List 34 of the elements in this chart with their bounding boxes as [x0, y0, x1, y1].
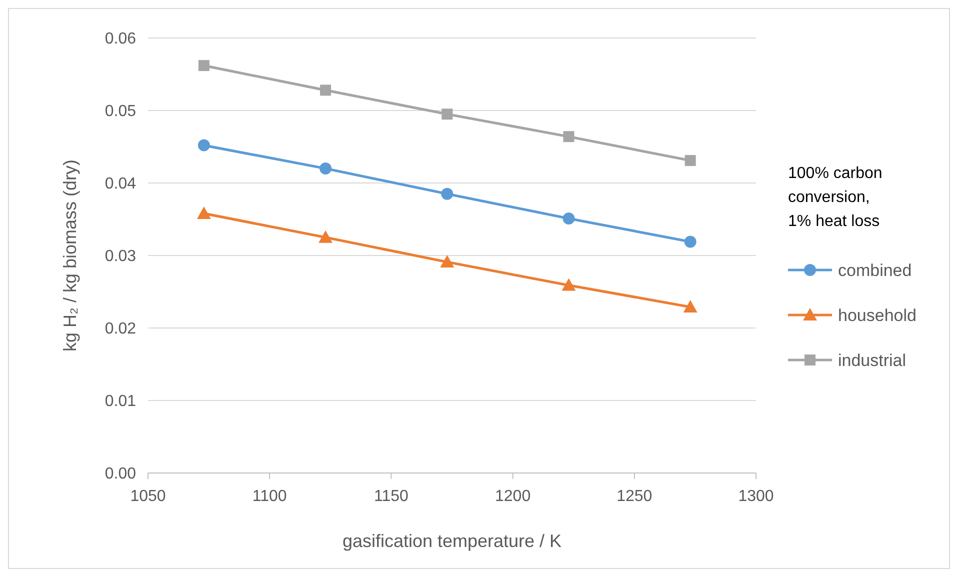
x-tick-label: 1150 [374, 488, 409, 505]
y-tick-label: 0.00 [104, 466, 136, 483]
point [196, 206, 211, 219]
y-tick-label: 0.05 [104, 103, 136, 120]
point [320, 162, 332, 174]
legend-label: industrial [838, 350, 906, 370]
point [318, 230, 333, 243]
point [562, 212, 575, 225]
x-tick-label: 1250 [616, 488, 652, 505]
y-axis-title: kg H₂ / kg biomass (dry) [60, 159, 80, 352]
x-tick-label: 1100 [252, 488, 287, 505]
y-tick-label: 0.02 [104, 320, 136, 338]
y-tick-label: 0.01 [104, 393, 136, 410]
point [441, 188, 454, 200]
x-tick-label: 1050 [130, 488, 166, 505]
point [563, 131, 574, 142]
legend-label: household [838, 306, 916, 325]
point [440, 255, 454, 268]
legend-title: 100% carbon conversion, 1% heat loss [788, 165, 882, 230]
point [562, 278, 576, 291]
point [442, 108, 453, 120]
point [683, 300, 698, 312]
point [684, 236, 696, 248]
legend-label: combined [838, 260, 912, 280]
point [198, 139, 210, 152]
x-tick-label: 1200 [495, 488, 531, 505]
point [684, 155, 696, 166]
point [320, 84, 332, 96]
y-tick-label: 0.06 [104, 30, 136, 48]
y-tick-label: 0.03 [104, 248, 136, 266]
x-axis-title: gasification temperature / K [342, 531, 562, 551]
y-tick-label: 0.04 [104, 176, 136, 193]
x-tick-label: 1300 [738, 488, 774, 505]
point [198, 60, 210, 72]
